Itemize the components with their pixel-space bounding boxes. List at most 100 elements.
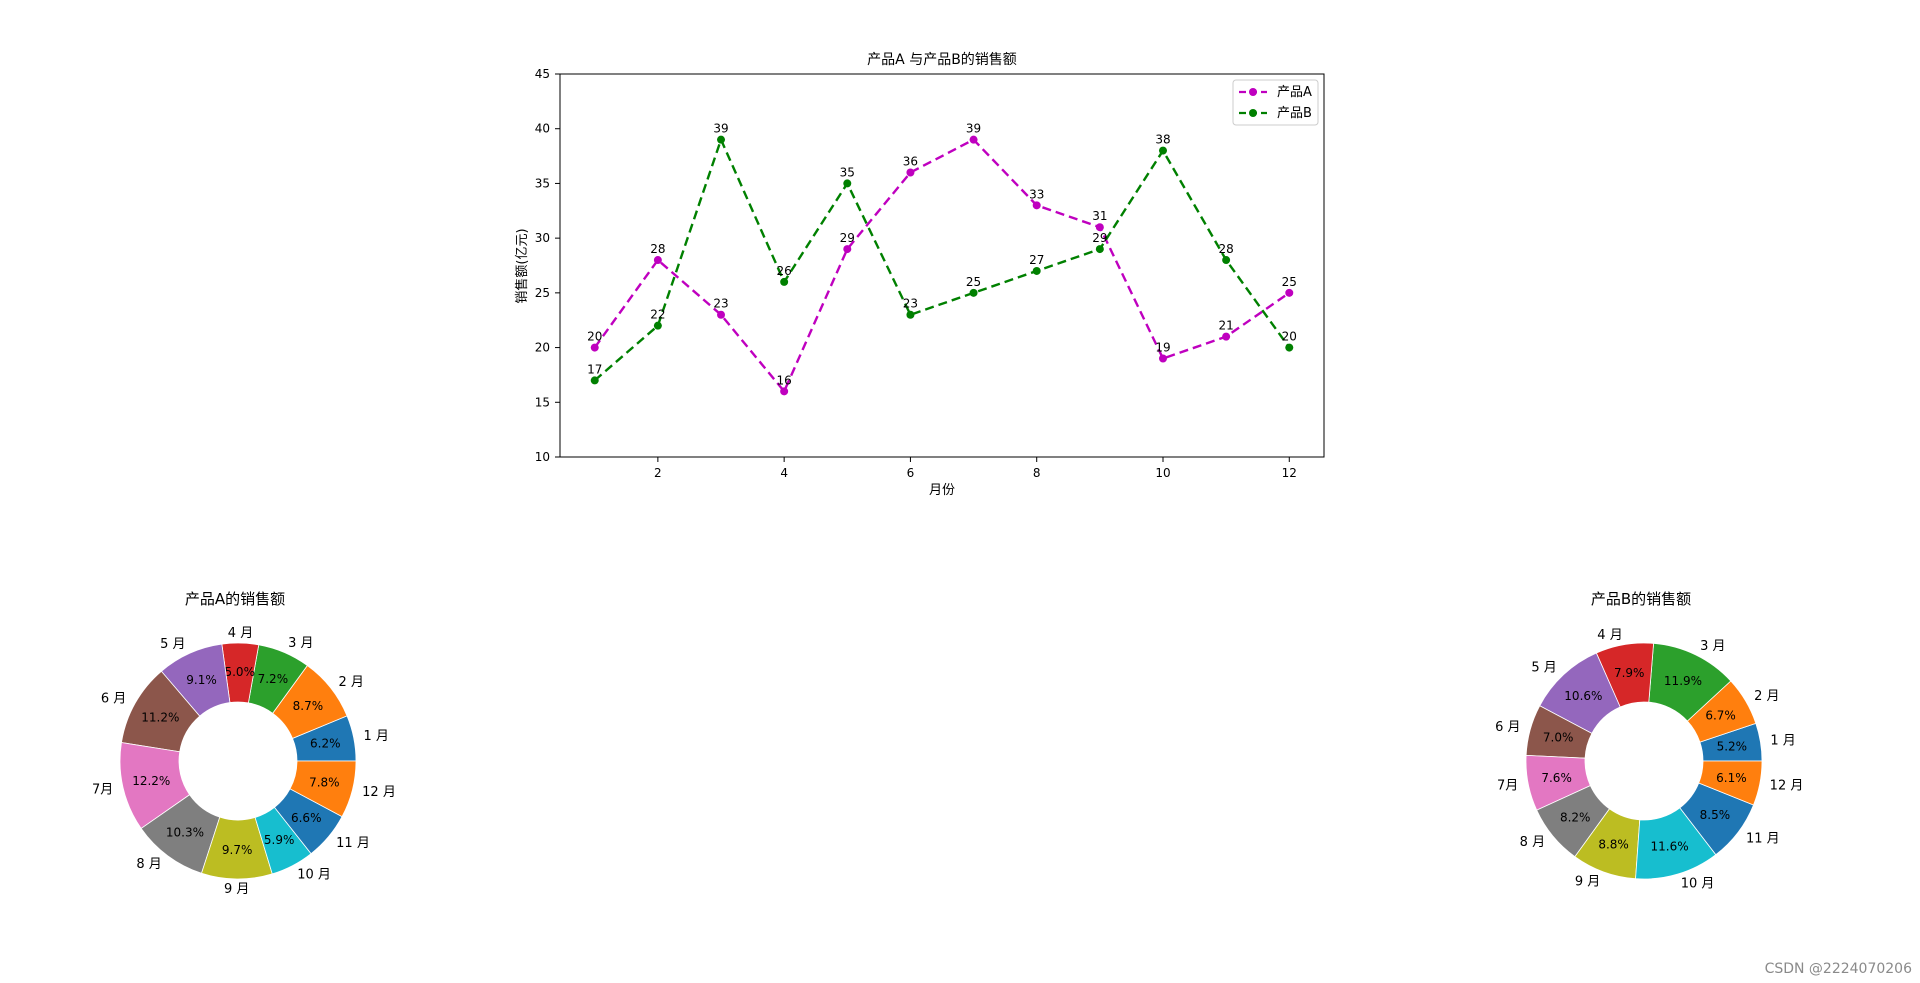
series-0-data-label-11: 25 (1282, 275, 1297, 289)
series-0-point-2 (717, 310, 726, 319)
slice-label-7: 8 月 (1520, 835, 1545, 850)
legend-marker-a (1249, 88, 1257, 96)
series-0-data-label-6: 39 (966, 122, 981, 136)
slice-label-10: 11 月 (336, 836, 370, 851)
series-0-data-label-9: 19 (1155, 341, 1170, 355)
series-1-point-2 (717, 135, 726, 144)
slice-label-4: 5 月 (1531, 660, 1556, 675)
series-1-point-7 (1032, 266, 1041, 275)
slice-percent-1: 8.7% (293, 699, 324, 713)
slice-label-1: 2 月 (1754, 689, 1779, 704)
line-chart-title: 产品A 与产品B的销售额 (867, 52, 1017, 68)
slice-label-6: 7月 (92, 783, 113, 798)
series-1-data-label-4: 35 (840, 165, 855, 179)
x-tick-label-0: 2 (654, 466, 662, 480)
y-tick-label-2: 20 (535, 341, 550, 355)
x-tick-label-1: 4 (780, 466, 788, 480)
slice-11 (289, 760, 357, 818)
slice-percent-10: 6.6% (291, 811, 322, 825)
x-tick-label-2: 6 (907, 466, 915, 480)
slice-label-8: 9 月 (224, 882, 249, 897)
slice-label-11: 12 月 (362, 785, 396, 800)
x-tick-label-5: 12 (1282, 466, 1297, 480)
y-tick-label-7: 45 (535, 67, 550, 81)
series-0-data-label-3: 16 (777, 373, 792, 387)
x-tick-label-3: 8 (1033, 466, 1041, 480)
series-1-data-label-8: 29 (1092, 231, 1107, 245)
slice-label-5: 6 月 (101, 691, 126, 706)
slice-percent-11: 6.1% (1716, 771, 1747, 785)
slice-percent-9: 11.6% (1650, 839, 1688, 853)
series-0-point-0 (590, 343, 599, 352)
series-0-data-label-1: 28 (650, 242, 665, 256)
series-0-data-label-5: 36 (903, 154, 918, 168)
slice-percent-7: 8.2% (1560, 810, 1591, 824)
plot-frame (559, 73, 1325, 458)
slice-label-10: 11 月 (1746, 831, 1780, 846)
series-1-data-label-1: 22 (650, 308, 665, 322)
watermark: CSDN @2224070206 (1764, 961, 1912, 977)
series-1-point-1 (653, 321, 662, 330)
series-0-point-1 (653, 256, 662, 265)
series-line-0 (593, 138, 1290, 394)
slice-percent-11: 7.8% (309, 776, 340, 790)
slice-11 (1698, 760, 1763, 806)
y-tick-label-1: 15 (535, 395, 550, 409)
slice-label-5: 6 月 (1495, 720, 1520, 735)
slice-percent-2: 11.9% (1664, 674, 1702, 688)
slice-percent-3: 5.0% (224, 665, 255, 679)
slice-percent-7: 10.3% (166, 825, 204, 839)
x-tick-label-4: 10 (1155, 466, 1170, 480)
donut-chart-a: 产品A的销售额 6.2% 1 月 8.7% 2 月 7.2% 3 月 5.0% 4 月 9.1%… (92, 590, 396, 897)
slice-percent-10: 8.5% (1700, 808, 1731, 822)
series-1-point-6 (969, 288, 978, 297)
series-1-point-8 (1095, 245, 1104, 254)
legend-marker-b (1249, 109, 1257, 117)
series-1-point-9 (1158, 146, 1167, 155)
series-0-data-label-10: 21 (1218, 319, 1233, 333)
slice-percent-0: 6.2% (310, 737, 341, 751)
legend-label-a: 产品A (1277, 85, 1312, 100)
slice-percent-1: 6.7% (1705, 709, 1736, 723)
series-1-point-0 (590, 376, 599, 385)
series-1-data-label-3: 26 (777, 264, 792, 278)
slice-percent-4: 9.1% (186, 673, 217, 687)
series-1-data-label-5: 23 (903, 297, 918, 311)
slice-percent-8: 8.8% (1598, 838, 1629, 852)
slice-percent-8: 9.7% (222, 843, 253, 857)
series-0-data-label-0: 20 (587, 330, 602, 344)
series-1-point-4 (843, 179, 852, 188)
series-1-point-5 (906, 310, 915, 319)
y-axis-label: 销售额(亿元) (514, 228, 530, 303)
series-1-data-label-11: 20 (1282, 330, 1297, 344)
series-0-point-5 (906, 168, 915, 177)
slice-percent-5: 11.2% (141, 711, 179, 725)
series-1-data-label-9: 38 (1155, 133, 1170, 147)
donut-chart-b: 产品B的销售额 5.2% 1 月 6.7% 2 月 11.9% 3 月 7.9% 4 月 10.… (1495, 590, 1803, 892)
y-tick-label-4: 30 (535, 231, 550, 245)
slice-percent-3: 7.9% (1614, 666, 1645, 680)
slice-percent-5: 7.0% (1543, 730, 1574, 744)
donut-a-title: 产品A的销售额 (185, 590, 285, 608)
slice-label-9: 10 月 (1681, 877, 1715, 892)
series-0-point-7 (1032, 201, 1041, 210)
series-0-data-label-8: 31 (1092, 209, 1107, 223)
slice-label-8: 9 月 (1575, 874, 1600, 889)
series-0-point-11 (1285, 288, 1294, 297)
slice-label-3: 4 月 (228, 626, 253, 641)
line-chart: 产品A 与产品B的销售额 月份 销售额(亿元) 2 4 6 8 10 12 10 15 20 25… (514, 52, 1325, 498)
series-0-point-6 (969, 135, 978, 144)
series-line-1 (593, 136, 1291, 382)
series-0-point-9 (1158, 354, 1167, 363)
slice-label-4: 5 月 (160, 637, 185, 652)
y-tick-label-0: 10 (535, 450, 550, 464)
slice-label-2: 3 月 (1700, 639, 1725, 654)
slice-label-1: 2 月 (339, 675, 364, 690)
series-0-data-label-4: 29 (840, 231, 855, 245)
series-1-point-11 (1285, 343, 1294, 352)
series-1-data-label-6: 25 (966, 275, 981, 289)
slice-label-6: 7月 (1497, 778, 1518, 793)
series-0-point-10 (1222, 332, 1231, 341)
series-1-point-10 (1222, 256, 1231, 265)
